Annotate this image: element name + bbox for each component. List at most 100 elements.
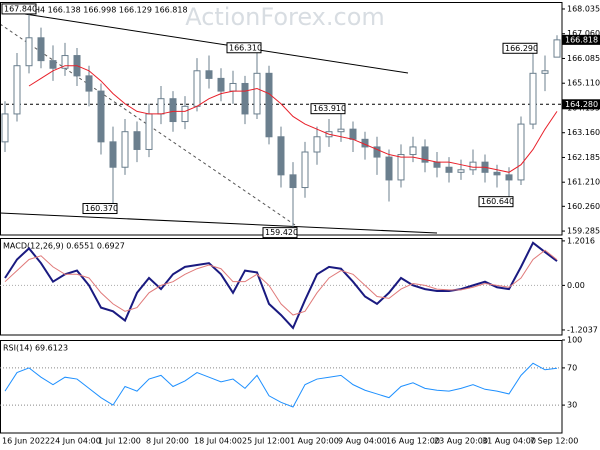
candle-body <box>469 161 477 171</box>
candle-body <box>385 156 393 181</box>
panel-frame <box>0 238 563 336</box>
x-tick-label: 1 Aug 20:00 <box>290 437 339 446</box>
y-tick-label: 159.285 <box>567 227 600 236</box>
candle-body <box>301 151 309 189</box>
candle-body <box>121 131 129 168</box>
trend-line <box>24 13 409 74</box>
indicator-line <box>28 65 558 173</box>
price-box <box>562 34 600 45</box>
y-tick-label: 167.060 <box>567 29 600 38</box>
candle-body <box>253 72 261 115</box>
y-tick-label: 30 <box>567 401 577 410</box>
candle-body <box>145 113 153 150</box>
y-tick-label: 162.185 <box>567 153 600 162</box>
annotation-label: 160.370 <box>85 204 118 213</box>
candle-body <box>169 98 177 123</box>
price-label: 166.818 <box>565 35 598 44</box>
x-tick-label: 23 Aug 20:00 <box>434 437 488 446</box>
candle-body <box>13 65 21 115</box>
candle-body <box>373 146 381 158</box>
candle-body <box>505 174 513 181</box>
candle-body <box>517 123 525 181</box>
candle-body <box>433 161 441 168</box>
y-tick-label: 168.035 <box>567 4 600 13</box>
annotation-label: 166.290 <box>505 44 538 53</box>
candle-body <box>349 128 357 140</box>
level-label: 164.280 <box>565 100 598 109</box>
candle-body <box>181 105 189 123</box>
y-tick-label: 160.260 <box>567 202 600 211</box>
candle-body <box>133 131 141 150</box>
x-tick-label: 16 Jun 2022 <box>2 437 50 446</box>
x-tick-label: 25 Jul 12:00 <box>242 437 290 446</box>
x-tick-label: 1 Jul 12:00 <box>98 437 141 446</box>
annotation-box <box>1 3 37 15</box>
candle-body <box>25 37 33 67</box>
indicator-line <box>4 362 558 408</box>
annotation-box <box>226 42 262 54</box>
candle-body <box>1 113 9 143</box>
panel-frame <box>0 340 563 434</box>
annotation-box <box>478 196 514 208</box>
x-tick-label: 16 Aug 12:00 <box>386 437 440 446</box>
watermark: ActionForex.com <box>185 3 385 31</box>
candle-body <box>493 171 501 176</box>
candle-body <box>529 72 537 125</box>
panel-title: GBPJPY,H4 166.138 166.998 166.129 166.81… <box>3 6 188 15</box>
candle-body <box>97 90 105 143</box>
y-tick-label: -1.2037 <box>567 325 598 334</box>
candle-body <box>553 39 561 58</box>
candle-body <box>109 141 117 168</box>
y-tick-label: 163.160 <box>567 128 600 137</box>
annotation-label: 160.640 <box>481 197 514 206</box>
panel-title: MACD(12,26,9) 0.6551 0.6927 <box>3 242 125 251</box>
candle-body <box>541 70 549 74</box>
candle-body <box>49 60 57 69</box>
candle-body <box>205 70 213 79</box>
candle-body <box>397 154 405 181</box>
y-tick-label: 166.085 <box>567 54 600 63</box>
candle-body <box>457 169 465 173</box>
x-tick-label: 7 Sep 12:00 <box>530 437 578 446</box>
candle-body <box>37 37 45 62</box>
annotation-box <box>82 203 118 215</box>
candle-body <box>61 55 69 69</box>
annotation-box <box>262 227 298 239</box>
candle-body <box>289 174 297 189</box>
candle-body <box>313 136 321 153</box>
candle-body <box>337 128 345 133</box>
level-box <box>562 99 600 110</box>
panel-frame <box>0 2 563 236</box>
y-tick-label: 0.00 <box>567 281 585 290</box>
x-tick-label: 8 Jul 20:00 <box>146 437 189 446</box>
candle-body <box>409 146 417 156</box>
annotation-label: 166.310 <box>229 43 262 52</box>
candle-body <box>265 72 273 138</box>
candle-body <box>229 82 237 92</box>
candle-body <box>85 75 93 92</box>
candle-body <box>445 166 453 173</box>
y-tick-label: 165.110 <box>567 79 600 88</box>
y-tick-label: 100 <box>567 336 582 345</box>
x-tick-label: 24 Jun 04:00 <box>50 437 101 446</box>
annotation-label: 163.910 <box>313 104 346 113</box>
y-tick-label: 70 <box>567 363 577 372</box>
annotation-box <box>310 103 346 115</box>
candle-body <box>241 82 249 115</box>
annotation-label: 167.840 <box>4 4 37 13</box>
candle-body <box>193 70 201 107</box>
candle-body <box>217 77 225 92</box>
x-tick-label: 9 Aug 04:00 <box>338 437 387 446</box>
indicator-line <box>4 241 558 330</box>
y-tick-label: 161.210 <box>567 178 600 187</box>
panel-title: RSI(14) 69.6123 <box>3 344 68 353</box>
annotation-label: 159.420 <box>265 228 298 237</box>
indicator-line <box>4 249 558 316</box>
y-tick-label: 1.2016 <box>567 236 595 245</box>
x-tick-label: 31 Aug 04:00 <box>482 437 536 446</box>
candle-body <box>421 146 429 163</box>
x-tick-label: 18 Jul 04:00 <box>194 437 242 446</box>
trend-line <box>0 212 438 234</box>
